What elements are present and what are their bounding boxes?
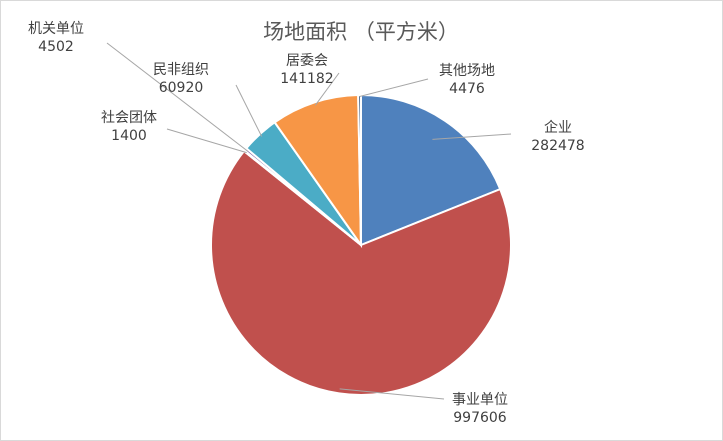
- slice-value-label: 1400: [111, 128, 147, 144]
- leader-lines: [106, 42, 512, 400]
- slice-name-label: 民非组织: [153, 62, 209, 78]
- leader-line-2: [339, 388, 445, 400]
- slice-value-label: 997606: [453, 410, 507, 426]
- slice-name-label: 事业单位: [452, 392, 508, 408]
- data-labels: 企业 282478 事业单位 997606 社会团体 1400 机关单位 4502 民非组织 60…: [28, 21, 585, 426]
- slice-value-label: 282478: [531, 138, 584, 154]
- pie-slice-6: [273, 94, 363, 249]
- slice-name-label: 机关单位: [28, 21, 84, 37]
- slice-value-label: 4476: [449, 81, 485, 97]
- slice-name-label: 企业: [544, 119, 572, 136]
- slice-name-label: 居委会: [286, 53, 328, 69]
- slice-value-label: 4502: [38, 39, 74, 55]
- leader-line-3: [166, 128, 247, 154]
- slice-name-label: 社会团体: [101, 110, 157, 126]
- pie-slice-2: [210, 149, 512, 396]
- pie-slice-1: [360, 93, 502, 247]
- slice-value-label: 141182: [280, 71, 333, 87]
- slice-name-label: 其他场地: [439, 63, 495, 79]
- leader-line-5: [235, 84, 263, 137]
- leader-line-4: [106, 42, 249, 152]
- leader-line-6: [314, 72, 340, 106]
- pie-slices: [210, 93, 512, 396]
- slice-value-label: 60920: [159, 80, 204, 96]
- leader-line-1: [432, 133, 512, 140]
- pie-slice-7: [357, 93, 362, 246]
- chart-title: 场地面积 （平方米）: [263, 20, 459, 44]
- leader-line-7: [359, 78, 429, 97]
